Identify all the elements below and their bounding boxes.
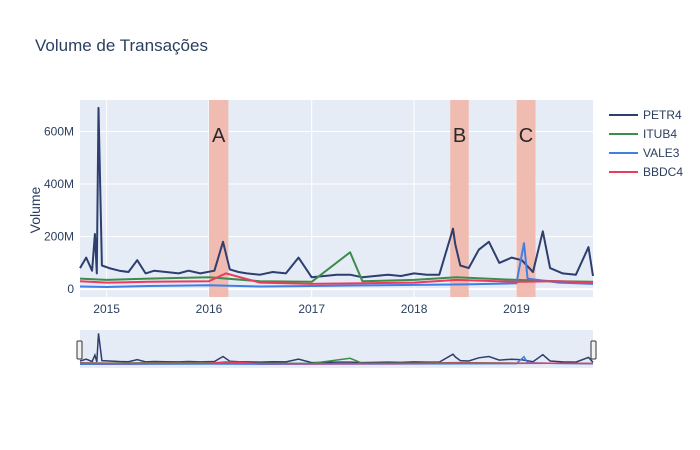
highlight-label-a: A [212, 125, 226, 147]
series-line-petr4[interactable] [79, 106, 594, 279]
y-tick-label: 0 [67, 282, 74, 296]
highlight-rect-b [450, 100, 469, 297]
legend-item-petr4[interactable]: PETR4 [609, 108, 682, 122]
legend-item-vale3[interactable]: VALE3 [609, 146, 680, 160]
y-tick-label: 400M [44, 177, 74, 191]
y-axis-title: Volume [27, 186, 43, 233]
legend-item-itub4[interactable]: ITUB4 [609, 127, 677, 141]
range-slider-right-handle[interactable] [590, 340, 597, 360]
y-axis: 0 200M 400M 600M [44, 125, 74, 297]
highlight-label-b: B [453, 125, 466, 147]
series-lines [79, 106, 594, 288]
highlight-rect-c [516, 100, 536, 297]
legend-item-bbdc4[interactable]: BBDC4 [609, 165, 683, 179]
plot-area[interactable] [80, 100, 593, 297]
range-slider-lines [79, 333, 594, 366]
series-line-vale3[interactable] [79, 242, 594, 288]
series-line-bbdc4[interactable] [79, 272, 594, 285]
legend-label: BBDC4 [643, 165, 683, 179]
x-tick-label: 2015 [93, 302, 120, 316]
y-tick-label: 200M [44, 230, 74, 244]
slider-line-bbdc4 [79, 361, 594, 365]
x-axis: 2015 2016 2017 2018 2019 [93, 302, 530, 316]
y-tick-label: 600M [44, 125, 74, 139]
legend-label: PETR4 [643, 108, 682, 122]
legend-label: VALE3 [643, 146, 680, 160]
legend[interactable]: PETR4 ITUB4 VALE3 BBDC4 [609, 108, 683, 179]
x-tick-label: 2016 [196, 302, 223, 316]
x-tick-label: 2018 [401, 302, 428, 316]
legend-label: ITUB4 [643, 127, 677, 141]
highlight-label-c: C [519, 125, 533, 147]
x-tick-label: 2017 [298, 302, 325, 316]
range-slider-left-handle[interactable] [76, 340, 83, 360]
x-tick-label: 2019 [503, 302, 530, 316]
slider-line-petr4 [79, 333, 594, 364]
chart-title: Volume de Transações [35, 36, 208, 55]
